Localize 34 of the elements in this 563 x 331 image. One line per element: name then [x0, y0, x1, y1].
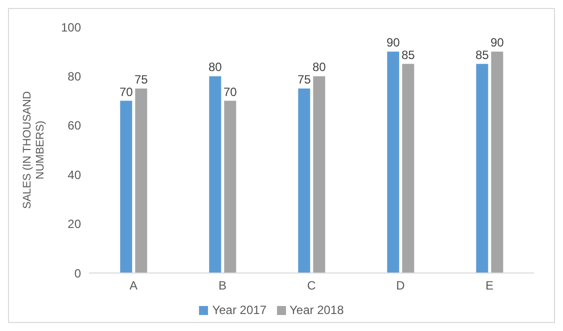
- y-tick-label: 100: [60, 20, 82, 34]
- bar: [135, 88, 148, 273]
- y-tick-label: 60: [68, 118, 82, 133]
- y-tick-label: 20: [68, 217, 82, 232]
- legend-label: Year 2018: [290, 303, 344, 317]
- x-tick-label: D: [396, 278, 406, 293]
- bar: [313, 76, 326, 273]
- bar: [402, 64, 414, 273]
- data-label: 80: [312, 60, 326, 74]
- x-tick-label: C: [307, 278, 316, 293]
- y-axis-title: SALES (IN THOUSAND NUMBERS): [22, 91, 46, 209]
- bar: [476, 64, 488, 273]
- data-label: 75: [297, 72, 312, 86]
- x-tick-label: A: [129, 278, 138, 293]
- legend-label: Year 2017: [212, 303, 266, 317]
- y-tick-label: 40: [68, 168, 82, 182]
- data-label: 80: [208, 60, 222, 74]
- bar: [387, 52, 400, 273]
- data-label: 70: [119, 84, 134, 99]
- bar: [298, 88, 310, 273]
- data-label: 85: [475, 48, 490, 62]
- data-label: 90: [386, 36, 400, 50]
- data-label: 90: [490, 36, 504, 50]
- data-label: 75: [134, 72, 148, 86]
- bar: [120, 100, 132, 273]
- bar: [209, 76, 222, 273]
- bar: [491, 52, 504, 273]
- data-label: 70: [223, 84, 238, 99]
- data-label: 85: [401, 48, 416, 62]
- y-tick-label: 0: [74, 266, 82, 280]
- x-tick-label: E: [485, 278, 494, 293]
- y-tick-label: 80: [68, 69, 82, 84]
- bar: [224, 100, 236, 273]
- x-tick-label: B: [218, 278, 227, 293]
